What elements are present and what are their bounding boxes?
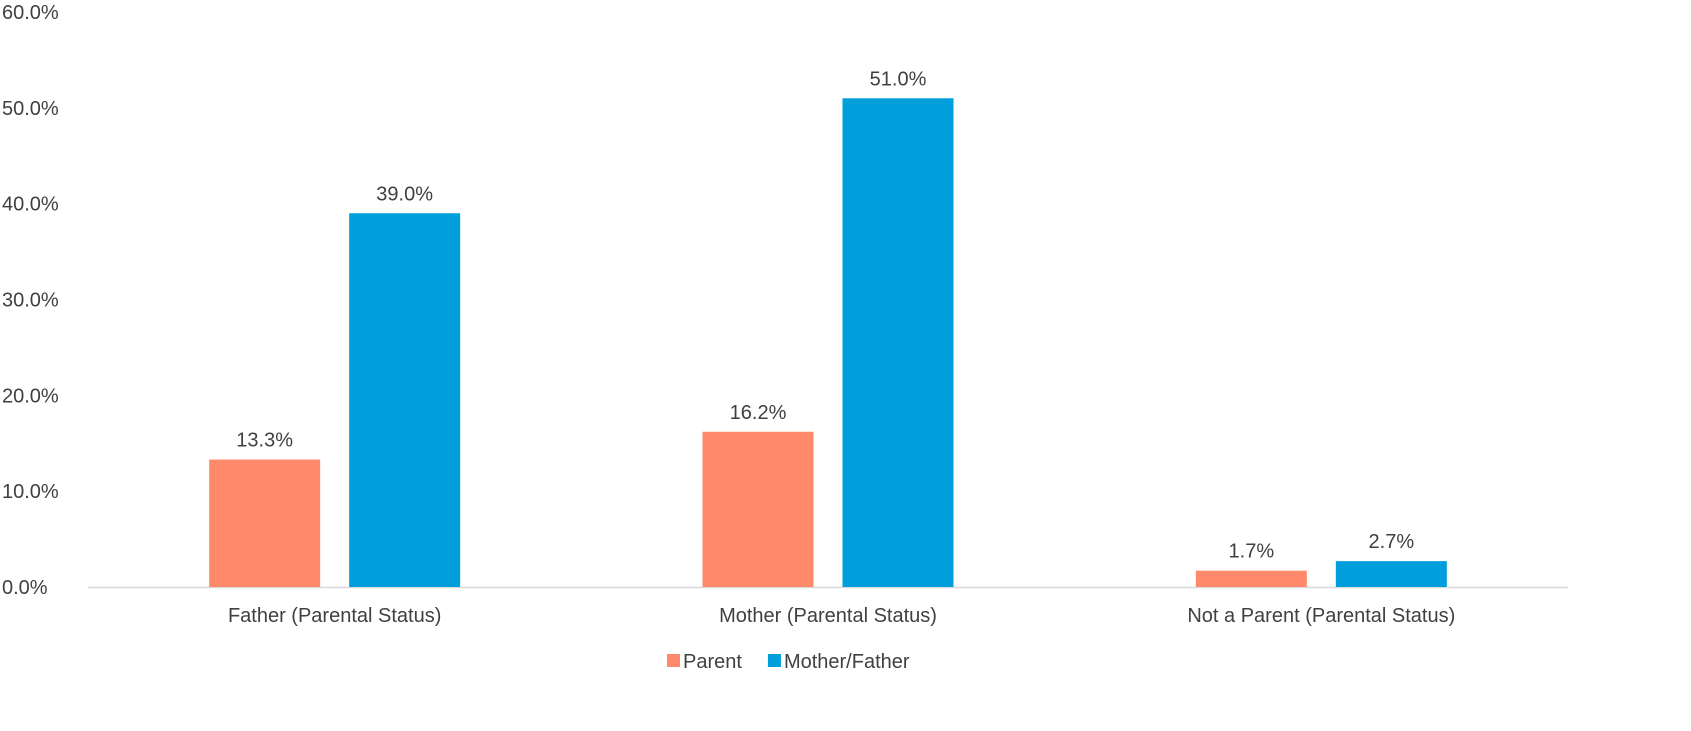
data-label: 51.0% [870, 68, 927, 90]
data-labels-group: 13.3% 39.0% 16.2% 51.0% 1.7% 2.7% [236, 68, 1414, 562]
x-category-label: Mother (Parental Status) [719, 605, 937, 627]
data-label: 39.0% [376, 183, 433, 205]
data-label: 16.2% [730, 402, 787, 424]
bar-mother-father-3 [1335, 561, 1447, 587]
x-category-label: Father (Parental Status) [228, 605, 441, 627]
legend-swatch-parent [667, 654, 680, 667]
y-tick-label: 60.0% [2, 2, 59, 24]
data-label: 13.3% [236, 430, 293, 452]
bar-parent-1 [209, 459, 321, 587]
y-tick-label: 10.0% [2, 481, 59, 503]
bar-mother-father-1 [349, 213, 461, 587]
y-tick-label: 30.0% [2, 290, 59, 312]
y-tick-label: 0.0% [2, 577, 48, 599]
data-label: 2.7% [1369, 531, 1415, 553]
y-tick-label: 50.0% [2, 98, 59, 120]
x-axis-category-labels: Father (Parental Status) Mother (Parental… [228, 605, 1455, 627]
legend-label: Mother/Father [784, 651, 910, 673]
y-axis-tick-labels: 0.0% 10.0% 20.0% 30.0% 40.0% 50.0% 60.0% [2, 2, 59, 599]
data-label: 1.7% [1229, 541, 1275, 563]
legend-swatch-mother-father [767, 654, 781, 667]
bar-parent-3 [1195, 570, 1307, 587]
legend-label: Parent [683, 651, 742, 673]
x-category-label: Not a Parent (Parental Status) [1187, 605, 1455, 627]
bar-mother-father-2 [842, 98, 954, 587]
y-tick-label: 20.0% [2, 385, 59, 407]
bar-parent-2 [702, 431, 814, 587]
y-tick-label: 40.0% [2, 194, 59, 216]
bar-series-group [209, 98, 1447, 587]
legend: Parent Mother/Father [667, 651, 910, 673]
